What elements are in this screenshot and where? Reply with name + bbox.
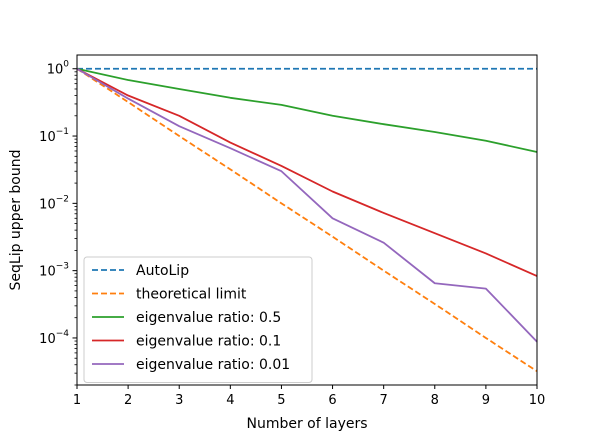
y-tick-label-0: 100 [47, 60, 70, 78]
y-tick-exponent: −2 [56, 194, 69, 204]
x-tick-label-2: 2 [124, 393, 132, 408]
series-line-2 [76, 67, 538, 153]
x-tick-label-8: 8 [431, 393, 439, 408]
legend: AutoLip theoretical limit eigenvalue ratio… [83, 256, 313, 383]
x-tick-label-1: 1 [73, 393, 81, 408]
y-axis-label: SeqLip upper bound [8, 150, 24, 291]
legend-box [83, 256, 313, 383]
plot-frame [76, 54, 538, 386]
y-tick-base: 10 [39, 265, 56, 280]
y-tick-base: 10 [39, 332, 56, 347]
y-tick-exponent: 0 [63, 60, 69, 70]
y-tick-label-4: 10−4 [39, 329, 69, 347]
legend-label-0: AutoLip [136, 263, 189, 279]
y-tick-base: 10 [47, 63, 64, 78]
x-tick-label-7: 7 [380, 393, 388, 408]
x-tick-label-9: 9 [482, 393, 490, 408]
series-line-1 [76, 67, 538, 373]
y-tick-exponent: −4 [56, 329, 70, 339]
legend-label-1: theoretical limit [136, 287, 247, 303]
y-tick-base: 10 [39, 130, 56, 145]
series-line-3 [76, 67, 538, 277]
y-tick-label-2: 10−2 [39, 194, 69, 212]
x-axis-label: Number of layers [246, 416, 367, 432]
y-tick-base: 10 [39, 197, 56, 212]
y-tick-exponent: −1 [56, 127, 69, 137]
x-tick-label-3: 3 [175, 393, 183, 408]
x-tick-label-4: 4 [226, 393, 234, 408]
y-tick-label-3: 10−3 [39, 262, 69, 280]
series-line-4 [76, 67, 538, 343]
series-layer [76, 67, 538, 373]
legend-label-2: eigenvalue ratio: 0.5 [136, 310, 281, 326]
x-tick-label-5: 5 [277, 393, 285, 408]
legend-label-3: eigenvalue ratio: 0.1 [136, 334, 281, 350]
x-tick-label-10: 10 [529, 393, 546, 408]
y-tick-label-1: 10−1 [39, 127, 69, 145]
x-tick-label-6: 6 [328, 393, 336, 408]
legend-label-4: eigenvalue ratio: 0.01 [136, 357, 290, 373]
x-axis-ticks: 1 2 3 4 5 6 7 8 9 10 [73, 385, 545, 408]
y-tick-exponent: −3 [56, 262, 69, 272]
